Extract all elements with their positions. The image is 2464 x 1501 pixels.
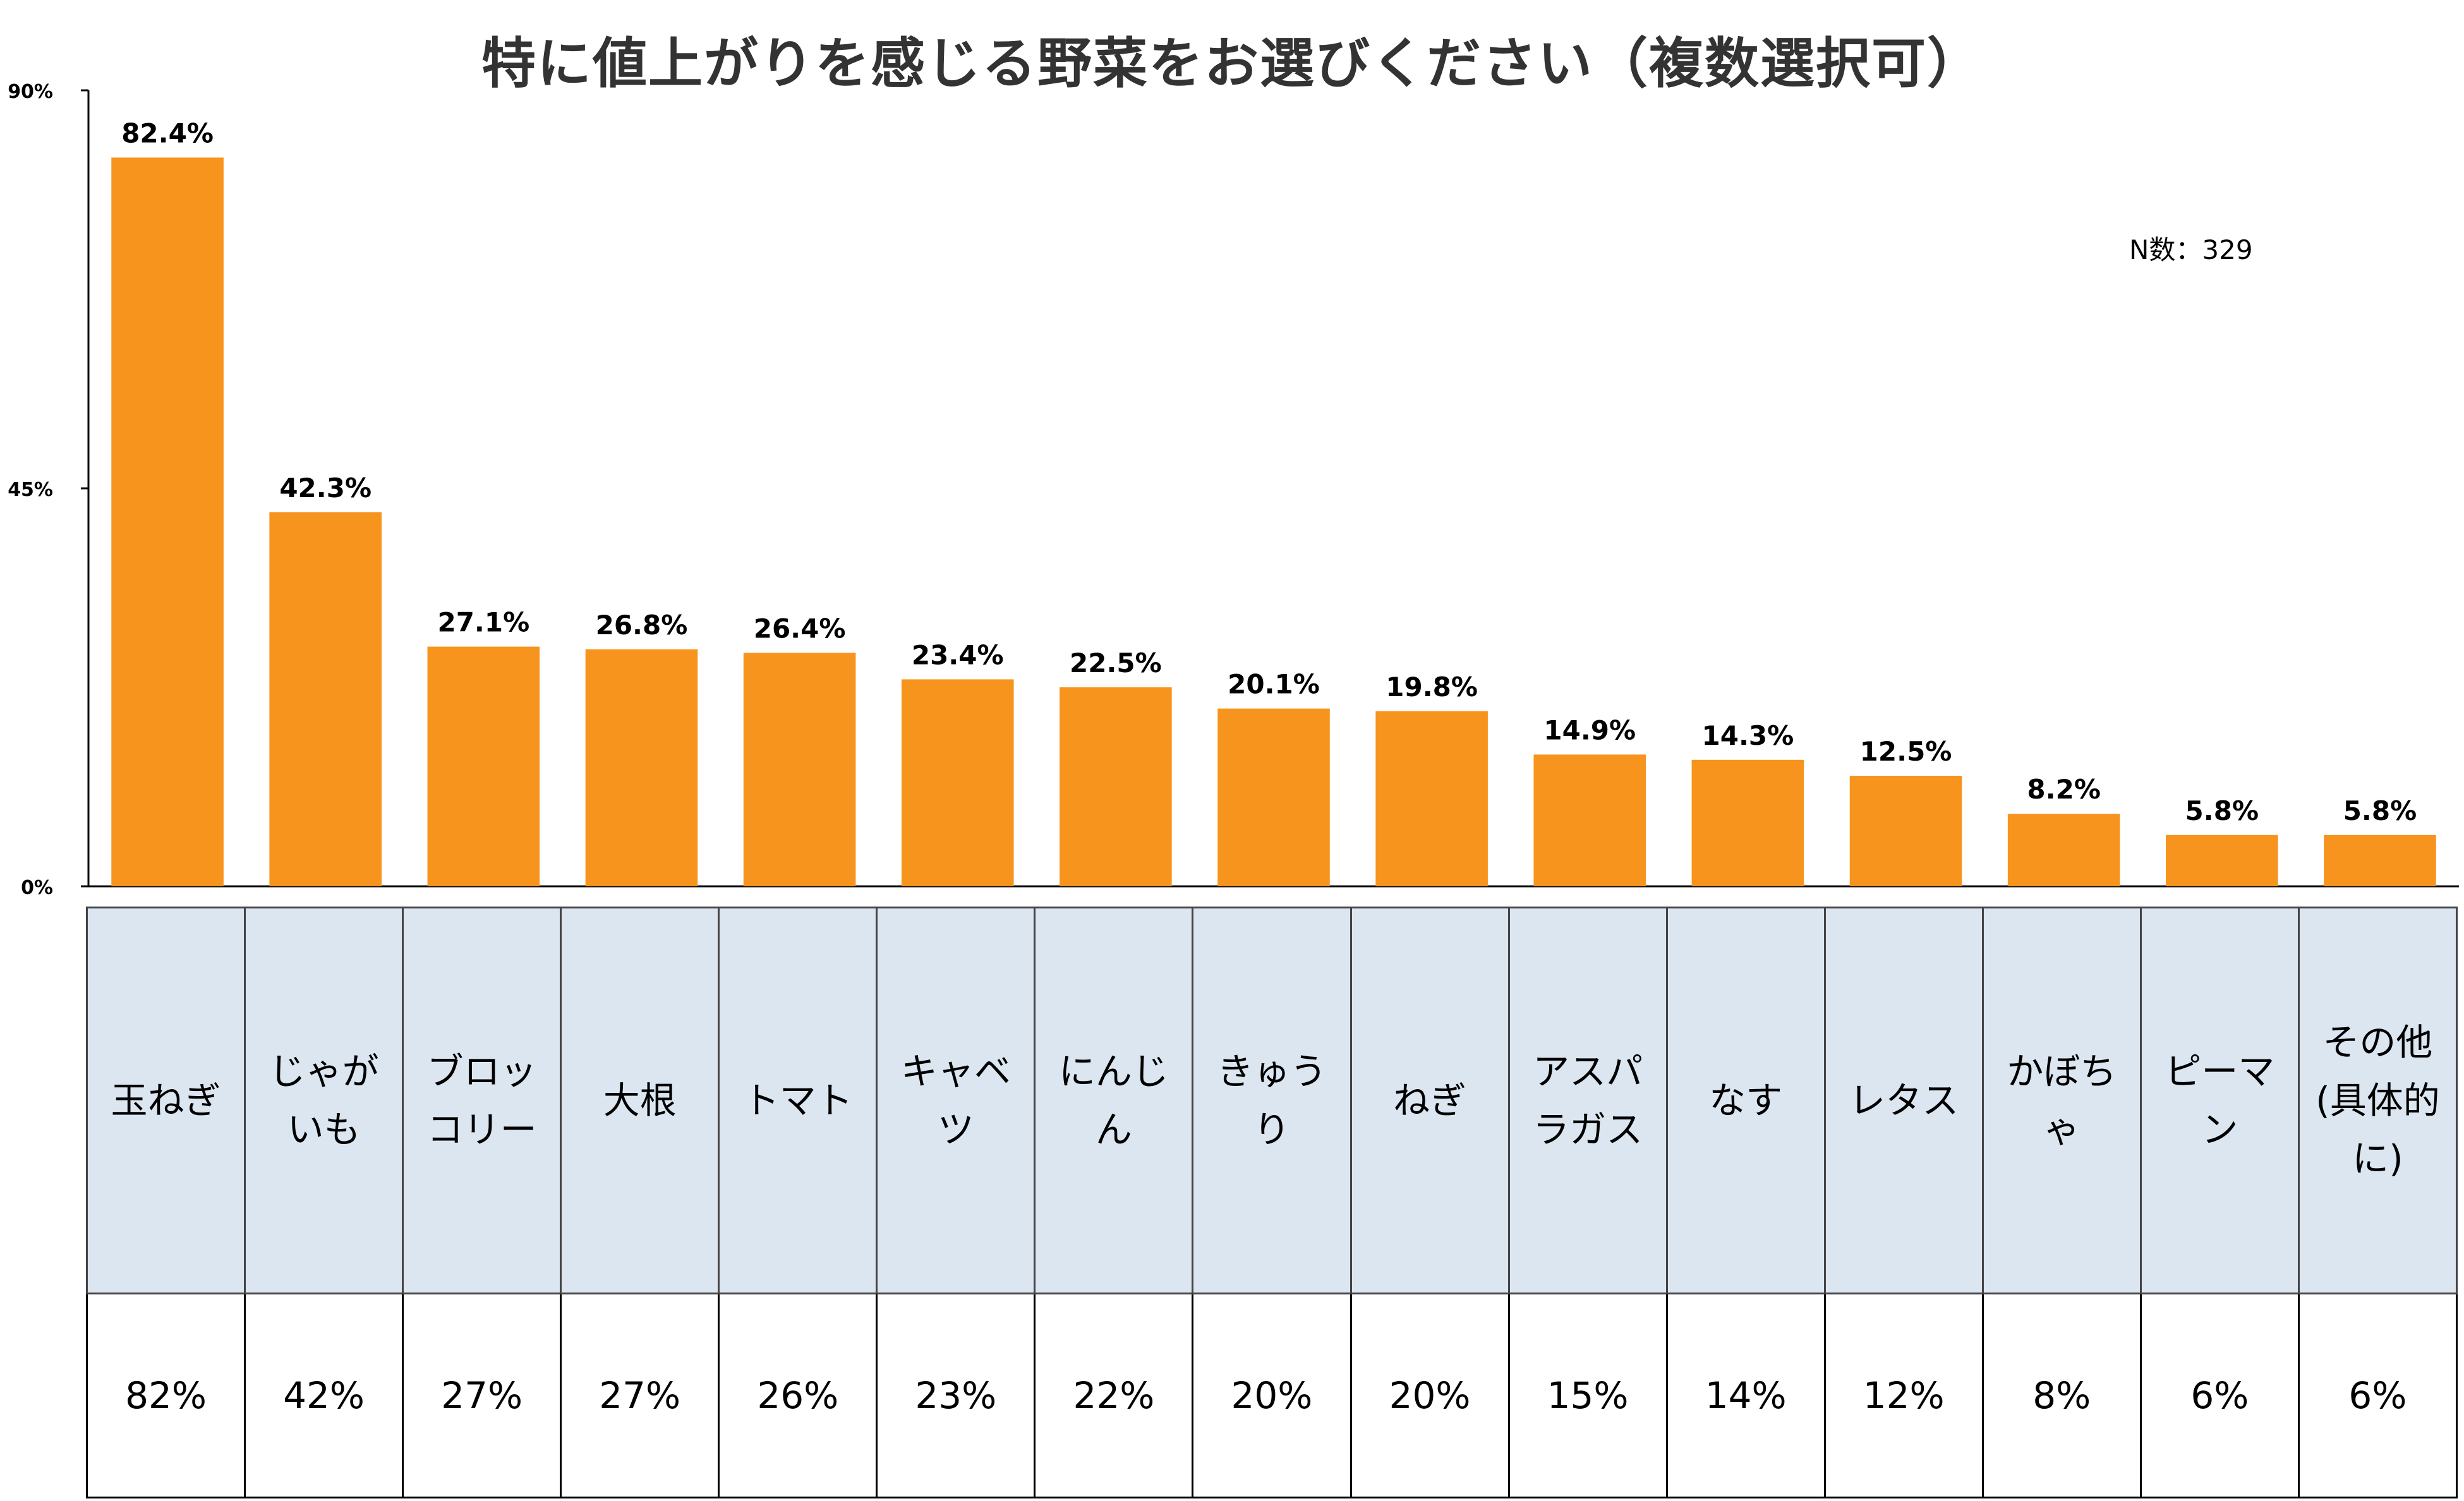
category-cell: きゅうり: [1192, 907, 1352, 1294]
bar-value-label: 82.4%: [121, 118, 214, 148]
category-label: じゃがいも: [269, 1050, 379, 1151]
category-cell: ピーマン: [2139, 907, 2300, 1294]
rounded-value-cell: 6%: [2297, 1293, 2458, 1498]
data-table: 玉ねぎ じゃがいも ブロッコリー 大根 トマト キャベツ にんじん きゅうり ねぎ アスパラガス な…: [85, 907, 2458, 1498]
rounded-value-cell: 6%: [2139, 1293, 2300, 1498]
rounded-value-cell: 27%: [402, 1293, 562, 1498]
bar-value-label: 22.5%: [1070, 648, 1162, 678]
category-label: その他(具体的に): [2316, 1021, 2440, 1180]
category-label: ブロッコリー: [426, 1050, 537, 1151]
bar-value-label: 14.3%: [1702, 720, 1794, 751]
bar: [1691, 759, 1804, 886]
rounded-value-cell: 20%: [1192, 1293, 1352, 1498]
bar-value-label: 12.5%: [1860, 736, 1952, 767]
bar: [2324, 835, 2436, 886]
category-cell: 玉ねぎ: [85, 907, 246, 1294]
bar: [111, 157, 224, 886]
rounded-value-cell: 23%: [876, 1293, 1036, 1498]
category-cell: じゃがいも: [244, 907, 404, 1294]
rounded-value-cell: 27%: [560, 1293, 720, 1498]
rounded-value-cell: 42%: [244, 1293, 404, 1498]
category-label: ねぎ: [1393, 1079, 1467, 1122]
bar-value-label: 20.1%: [1228, 669, 1320, 700]
y-tick-label: 45%: [8, 479, 53, 501]
bar-value-label: 14.9%: [1543, 714, 1636, 745]
rounded-value-cell: 22%: [1034, 1293, 1194, 1498]
chart-title: 特に値上がりを感じる野菜をお選びください（複数選択可）: [481, 32, 1983, 95]
category-label: キャベツ: [900, 1050, 1011, 1151]
category-row: 玉ねぎ じゃがいも ブロッコリー 大根 トマト キャベツ にんじん きゅうり ねぎ アスパラガス な…: [85, 907, 2458, 1294]
rounded-value-cell: 26%: [718, 1293, 878, 1498]
category-cell: その他(具体的に): [2297, 907, 2458, 1294]
bar: [1375, 711, 1488, 886]
bar-value-label: 5.8%: [2185, 795, 2259, 826]
category-label: ピーマン: [2165, 1050, 2275, 1151]
bar-value-label: 26.8%: [596, 610, 688, 641]
bar-value-label: 26.4%: [754, 613, 846, 644]
bar-chart: 0% 45% 90% 82.4% 42.3% 27.1% 26.8% 26.4% 23.4% 2…: [8, 81, 2459, 899]
bar-value-label: 27.1%: [437, 607, 529, 638]
bar: [585, 649, 698, 886]
category-label: トマト: [742, 1079, 853, 1122]
data-labels: 82.4% 42.3% 27.1% 26.8% 26.4% 23.4% 22.5% 20.1%…: [121, 118, 2417, 826]
category-label: にんじん: [1058, 1050, 1169, 1151]
bar-value-label: 42.3%: [279, 473, 371, 503]
category-cell: レタス: [1823, 907, 1984, 1294]
rounded-value-cell: 14%: [1665, 1293, 1826, 1498]
category-label: アスパラガス: [1533, 1050, 1643, 1151]
rounded-value-cell: 82%: [85, 1293, 246, 1498]
category-label: レタス: [1849, 1079, 1959, 1122]
bar-series: [111, 157, 2436, 886]
bar: [1217, 708, 1330, 886]
rounded-value-cell: 8%: [1981, 1293, 2142, 1498]
category-cell: かぼちゃ: [1981, 907, 2142, 1294]
rounded-value-cell: 20%: [1350, 1293, 1510, 1498]
category-cell: トマト: [718, 907, 878, 1294]
rounded-value-cell: 12%: [1823, 1293, 1984, 1498]
bar: [427, 646, 540, 886]
category-cell: アスパラガス: [1507, 907, 1668, 1294]
category-cell: なす: [1665, 907, 1826, 1294]
bar: [1060, 687, 1172, 886]
category-cell: 大根: [560, 907, 720, 1294]
y-tick-label: 90%: [8, 81, 53, 103]
bar: [2166, 835, 2278, 886]
category-cell: ねぎ: [1350, 907, 1510, 1294]
category-label: かぼちゃ: [2007, 1050, 2117, 1151]
category-label: きゅうり: [1216, 1050, 1327, 1151]
y-tick-label: 0%: [21, 877, 53, 899]
bar-value-label: 19.8%: [1386, 672, 1478, 702]
bar: [901, 679, 1014, 886]
bar: [743, 653, 856, 886]
sample-size-note: N数：329: [2129, 234, 2253, 265]
category-label: 玉ねぎ: [111, 1079, 221, 1122]
category-cell: にんじん: [1034, 907, 1194, 1294]
bar-value-label: 8.2%: [2027, 774, 2100, 805]
bar: [269, 512, 382, 886]
bar: [1533, 754, 1646, 886]
category-label: なす: [1709, 1079, 1783, 1122]
category-label: 大根: [603, 1079, 677, 1122]
bar-value-label: 23.4%: [912, 639, 1004, 670]
category-cell: ブロッコリー: [402, 907, 562, 1294]
bar-value-label: 5.8%: [2343, 795, 2417, 826]
rounded-value-row: 82% 42% 27% 27% 26% 23% 22% 20% 20% 15% 14% 12% 8% 6%…: [85, 1293, 2458, 1498]
rounded-value-cell: 15%: [1507, 1293, 1668, 1498]
bar: [2007, 814, 2120, 886]
category-cell: キャベツ: [876, 907, 1036, 1294]
bar: [1849, 776, 1962, 886]
